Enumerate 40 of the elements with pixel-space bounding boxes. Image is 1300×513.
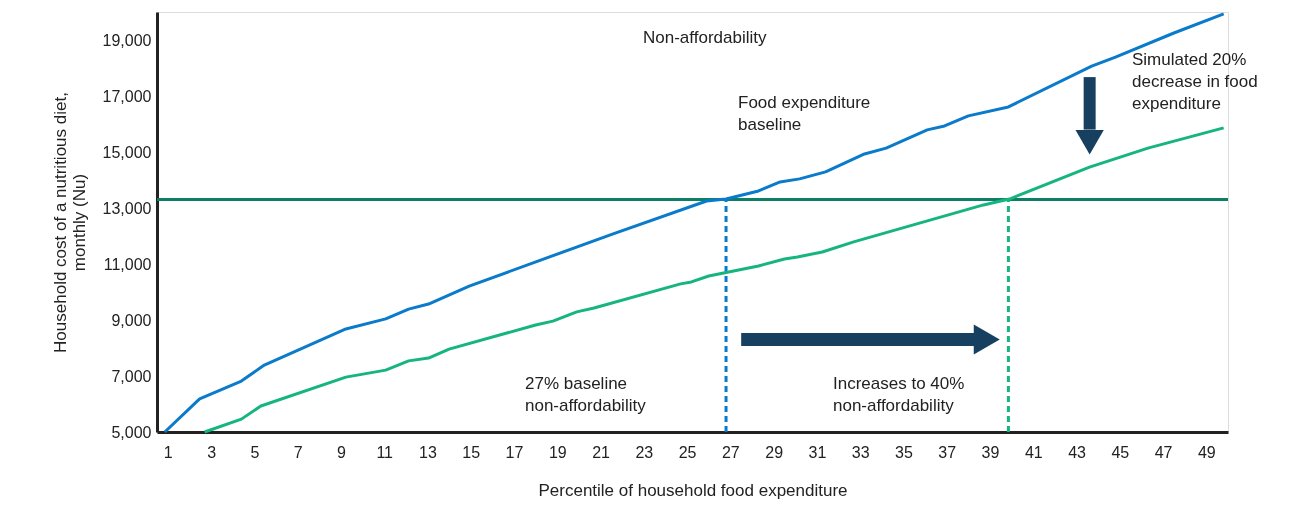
x-tick-label: 23 xyxy=(635,443,654,461)
x-tick-label: 19 xyxy=(548,443,567,461)
y-tick-label: 11,000 xyxy=(103,255,152,273)
x-tick-label: 21 xyxy=(592,443,611,461)
x-tick-label: 29 xyxy=(765,443,784,461)
x-tick-label: 5 xyxy=(250,443,260,461)
annotation: Food expenditure baseline xyxy=(738,93,871,134)
x-tick-label: 27 xyxy=(721,443,740,461)
x-tick-label: 25 xyxy=(678,443,697,461)
x-tick-label: 43 xyxy=(1068,443,1087,461)
x-tick-label: 31 xyxy=(808,443,827,461)
x-tick-label: 45 xyxy=(1111,443,1130,461)
y-tick-label: 7,000 xyxy=(111,367,152,385)
x-tick-label: 7 xyxy=(293,443,303,461)
y-tick-label: 17,000 xyxy=(102,87,152,105)
x-tick-label: 47 xyxy=(1154,443,1173,461)
y-tick-label: 15,000 xyxy=(102,143,152,161)
y-tick-label: 13,000 xyxy=(102,199,152,217)
x-tick-label: 1 xyxy=(163,443,173,461)
y-tick-label: 5,000 xyxy=(111,423,152,441)
x-tick-label: 11 xyxy=(376,443,394,461)
x-tick-label: 49 xyxy=(1197,443,1216,461)
x-tick-label: 35 xyxy=(895,443,913,461)
y-tick-label: 9,000 xyxy=(111,311,152,329)
annotation: 27% baseline non-affordability xyxy=(525,374,647,415)
x-tick-label: 39 xyxy=(981,443,1000,461)
x-tick-label: 13 xyxy=(419,443,437,461)
x-tick-label: 37 xyxy=(938,443,957,461)
annotation: Non-affordability xyxy=(643,28,767,47)
annotation: Simulated 20% decrease in food expenditure xyxy=(1132,50,1258,113)
y-tick-label: 19,000 xyxy=(102,31,152,49)
x-tick-label: 15 xyxy=(462,443,481,461)
x-tick-label: 17 xyxy=(505,443,524,461)
x-tick-label: 33 xyxy=(851,443,870,461)
x-tick-label: 3 xyxy=(207,443,217,461)
x-tick-label: 41 xyxy=(1024,443,1043,461)
x-axis-title: Percentile of household food expenditure xyxy=(538,480,848,500)
x-tick-label: 9 xyxy=(336,443,346,461)
annotation: Increases to 40% non-affordability xyxy=(833,374,965,415)
y-axis-title: Household cost of a nutritious diet, monthly (Nu) xyxy=(50,92,89,353)
